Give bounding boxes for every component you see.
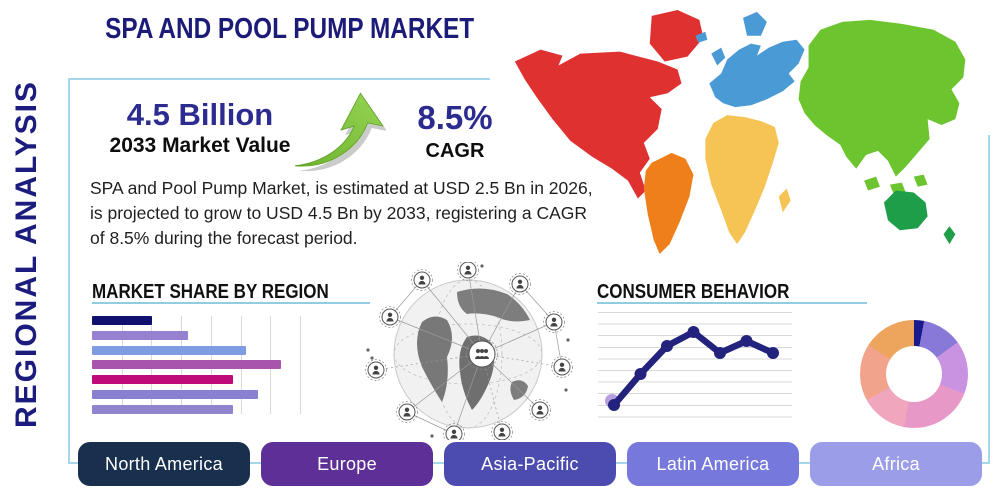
person-node-icon bbox=[379, 306, 401, 328]
frame-border-right bbox=[988, 135, 990, 464]
market-share-underline bbox=[92, 302, 370, 304]
region-donut-chart bbox=[860, 320, 968, 428]
line-point-6 bbox=[767, 347, 779, 359]
map-sea-island-1 bbox=[864, 176, 880, 191]
person-node-icon bbox=[365, 359, 387, 381]
line-point-2 bbox=[661, 340, 673, 352]
bar-5 bbox=[92, 390, 259, 400]
page-title: SPA AND POOL PUMP MARKET bbox=[105, 13, 475, 45]
bar-chart-bars bbox=[92, 316, 300, 414]
person-node-icon bbox=[411, 269, 433, 291]
map-uk bbox=[711, 47, 726, 66]
line-point-1 bbox=[634, 368, 647, 380]
market-share-heading: MARKET SHARE BY REGION bbox=[92, 281, 329, 303]
bar-2 bbox=[92, 345, 246, 355]
person-node-icon bbox=[466, 338, 498, 370]
cagr-caption: CAGR bbox=[425, 140, 485, 162]
region-buttons-row: North America Europe Asia-Pacific Latin Ame… bbox=[78, 442, 982, 486]
map-iceland bbox=[695, 31, 708, 43]
market-value-caption: 2033 Market Value bbox=[109, 134, 291, 157]
person-node-icon bbox=[529, 399, 551, 421]
line-point-4 bbox=[714, 347, 726, 359]
map-north-america bbox=[514, 49, 682, 199]
map-new-zealand bbox=[943, 226, 956, 245]
market-share-bar-chart bbox=[92, 316, 301, 414]
map-south-america bbox=[643, 152, 694, 255]
growth-arrow-icon bbox=[295, 92, 386, 172]
consumer-behavior-heading: CONSUMER BEHAVIOR bbox=[597, 281, 790, 303]
map-africa bbox=[705, 115, 779, 245]
bar-4 bbox=[92, 375, 234, 385]
consumer-behavior-line-chart bbox=[598, 312, 792, 428]
network-person-nodes bbox=[365, 262, 573, 440]
map-greenland bbox=[649, 9, 704, 62]
region-button-europe[interactable]: Europe bbox=[261, 442, 433, 486]
person-node-icon bbox=[551, 356, 573, 378]
map-europe bbox=[709, 39, 805, 108]
bar-0 bbox=[92, 316, 153, 325]
consumer-behavior-underline bbox=[597, 302, 867, 304]
cagr-stat: 8.5% bbox=[417, 99, 493, 136]
frame-border-top bbox=[68, 78, 490, 80]
person-node-icon bbox=[491, 421, 513, 440]
map-madagascar bbox=[778, 188, 791, 213]
bar-gridline-7 bbox=[300, 316, 301, 414]
bar-6 bbox=[92, 404, 234, 414]
line-chart-svg bbox=[605, 326, 779, 411]
market-value-stat: 4.5 Billion bbox=[126, 97, 274, 132]
person-node-icon bbox=[443, 423, 465, 440]
person-node-icon bbox=[509, 273, 531, 295]
region-button-latin-america[interactable]: Latin America bbox=[627, 442, 799, 486]
world-map-graphic bbox=[514, 9, 966, 255]
map-asia bbox=[798, 19, 966, 177]
line-point-0 bbox=[608, 399, 620, 411]
donut-hole bbox=[886, 346, 942, 402]
map-sea-island-3 bbox=[913, 174, 928, 187]
globe-network-graphic bbox=[365, 262, 573, 440]
map-scandinavia bbox=[743, 11, 767, 36]
region-button-africa[interactable]: Africa bbox=[810, 442, 982, 486]
person-node-icon bbox=[457, 262, 479, 281]
person-node-icon bbox=[396, 401, 418, 423]
line-point-5 bbox=[740, 335, 753, 347]
bar-1 bbox=[92, 330, 188, 340]
region-button-asia-pacific[interactable]: Asia-Pacific bbox=[444, 442, 616, 486]
line-point-3 bbox=[687, 326, 700, 338]
region-button-north-america[interactable]: North America bbox=[78, 442, 250, 486]
regional-analysis-side-label: REGIONAL ANALYSIS bbox=[10, 80, 43, 428]
bar-3 bbox=[92, 360, 282, 370]
person-node-icon bbox=[543, 311, 565, 333]
map-australia bbox=[883, 190, 928, 231]
frame-border-left bbox=[68, 78, 70, 464]
market-description: SPA and Pool Pump Market, is estimated a… bbox=[90, 178, 593, 249]
